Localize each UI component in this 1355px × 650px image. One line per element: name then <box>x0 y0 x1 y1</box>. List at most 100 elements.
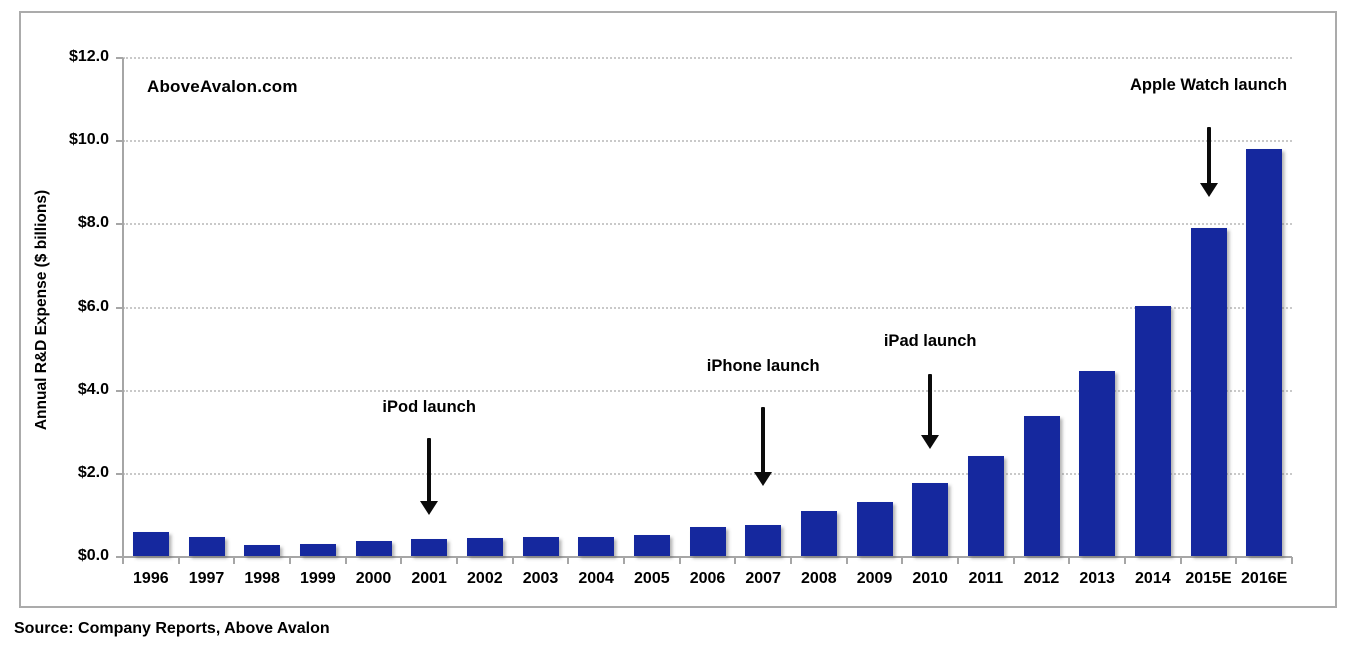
bar-2010 <box>912 482 949 556</box>
y-axis-tick <box>116 472 123 475</box>
x-axis-tick <box>790 557 792 564</box>
bar-2004 <box>578 536 615 556</box>
x-axis-tick-label: 2002 <box>467 570 503 587</box>
annotation-arrow-head-2015E <box>1199 183 1218 198</box>
x-axis-tick <box>289 557 291 564</box>
bar-2015E <box>1190 228 1227 556</box>
bar-2001 <box>411 539 448 556</box>
annotation-label-2015E: Apple Watch launch <box>1129 76 1288 95</box>
annotation-arrow-head-2010 <box>921 434 940 449</box>
bar-2012 <box>1023 416 1060 556</box>
y-axis-tick-label: $10.0 <box>68 131 109 149</box>
annotation-label-2010: iPad launch <box>883 331 977 350</box>
bar-2011 <box>967 455 1004 556</box>
watermark-text: AboveAvalon.com <box>147 77 298 96</box>
x-axis-tick-label: 2011 <box>968 570 1004 587</box>
x-axis-tick <box>678 557 681 564</box>
annotation-arrow-shaft-2015E <box>1206 126 1211 186</box>
x-axis-tick-label: 2009 <box>856 570 893 587</box>
annotation-arrow-shaft-2007 <box>761 407 766 475</box>
x-axis-tick <box>233 557 236 564</box>
bar-1997 <box>188 536 225 556</box>
annotation-arrow-head-2001 <box>420 501 439 516</box>
x-axis-tick <box>1235 557 1238 564</box>
annotation-arrow-head-2007 <box>754 472 773 487</box>
x-axis-line <box>122 556 1292 558</box>
annotation-label-2007: iPhone launch <box>706 356 820 375</box>
y-axis-tick-label: $6.0 <box>77 297 109 315</box>
x-axis-tick <box>122 557 124 564</box>
x-axis-tick <box>1068 557 1071 564</box>
bar-2002 <box>466 538 503 556</box>
x-axis-tick-label: 2006 <box>689 570 726 587</box>
annotation-arrow-shaft-2010 <box>928 374 933 437</box>
x-axis-tick <box>1179 557 1182 564</box>
x-axis-tick-label: 2015E <box>1185 570 1232 587</box>
x-axis-tick-label: 2008 <box>801 570 837 587</box>
bar-2006 <box>689 527 726 556</box>
y-axis-tick-label: $4.0 <box>77 380 109 398</box>
x-axis-tick <box>344 557 347 564</box>
chart-frame: AboveAvalon.com Annual R&D Expense ($ bi… <box>19 11 1337 608</box>
bar-1996 <box>132 532 169 556</box>
x-axis-tick-label: 2003 <box>522 570 559 587</box>
x-axis-tick-label: 2010 <box>912 570 948 587</box>
x-axis-tick-label: 2000 <box>355 570 392 587</box>
y-axis-tick-label: $0.0 <box>77 547 109 564</box>
x-axis-tick <box>734 557 737 564</box>
gridline <box>123 306 1292 309</box>
source-note: Source: Company Reports, Above Avalon <box>14 620 330 637</box>
bar-2016E <box>1246 149 1283 556</box>
annotation-label-2001: iPod launch <box>382 398 476 417</box>
bar-2014 <box>1134 305 1171 556</box>
x-axis-tick <box>623 557 625 564</box>
x-axis-tick-label: 1996 <box>133 570 169 587</box>
x-axis-tick-label: 1999 <box>300 570 336 587</box>
y-axis-tick <box>116 57 123 59</box>
bar-1999 <box>299 544 336 556</box>
x-axis-tick-label: 2016E <box>1241 570 1288 587</box>
gridline <box>123 140 1292 143</box>
bar-2007 <box>745 524 782 556</box>
y-axis-tick <box>116 556 123 558</box>
x-axis-tick <box>957 557 959 564</box>
y-axis-tick <box>116 140 123 143</box>
annotation-arrow-shaft-2001 <box>427 438 432 504</box>
x-axis-tick <box>845 557 848 564</box>
x-axis-tick <box>901 557 904 564</box>
x-axis-tick-label: 2004 <box>578 570 614 587</box>
gridline <box>123 57 1292 59</box>
x-axis-tick <box>1012 557 1015 564</box>
y-axis-tick-label: $2.0 <box>77 463 109 481</box>
y-axis-tick-label: $12.0 <box>68 48 109 65</box>
y-axis-tick <box>116 223 123 226</box>
x-axis-tick <box>567 557 570 564</box>
bar-2000 <box>355 541 392 556</box>
x-axis-tick-label: 1998 <box>244 570 280 587</box>
y-axis-tick <box>116 306 123 309</box>
gridline <box>123 389 1292 392</box>
x-axis-tick-label: 2014 <box>1135 570 1171 587</box>
bar-2009 <box>856 501 893 556</box>
x-axis-tick <box>456 557 458 564</box>
gridline <box>123 223 1292 226</box>
y-axis-line <box>122 58 124 557</box>
y-axis-tick-label: $8.0 <box>77 214 109 232</box>
x-axis-tick-label: 1997 <box>188 570 225 587</box>
x-axis-tick <box>400 557 403 564</box>
bar-2013 <box>1079 370 1116 556</box>
gridline <box>123 472 1292 475</box>
y-axis-tick <box>116 389 123 392</box>
x-axis-tick <box>511 557 514 564</box>
x-axis-tick-label: 2001 <box>411 570 447 587</box>
bar-1998 <box>244 544 281 556</box>
x-axis-tick-label: 2005 <box>634 570 670 587</box>
x-axis-tick-label: 2013 <box>1079 570 1115 587</box>
bar-2008 <box>800 511 837 556</box>
x-axis-tick <box>1291 557 1293 564</box>
x-axis-tick <box>177 557 180 564</box>
x-axis-tick-label: 2012 <box>1023 570 1060 587</box>
bar-2005 <box>633 534 670 556</box>
x-axis-tick <box>1124 557 1126 564</box>
